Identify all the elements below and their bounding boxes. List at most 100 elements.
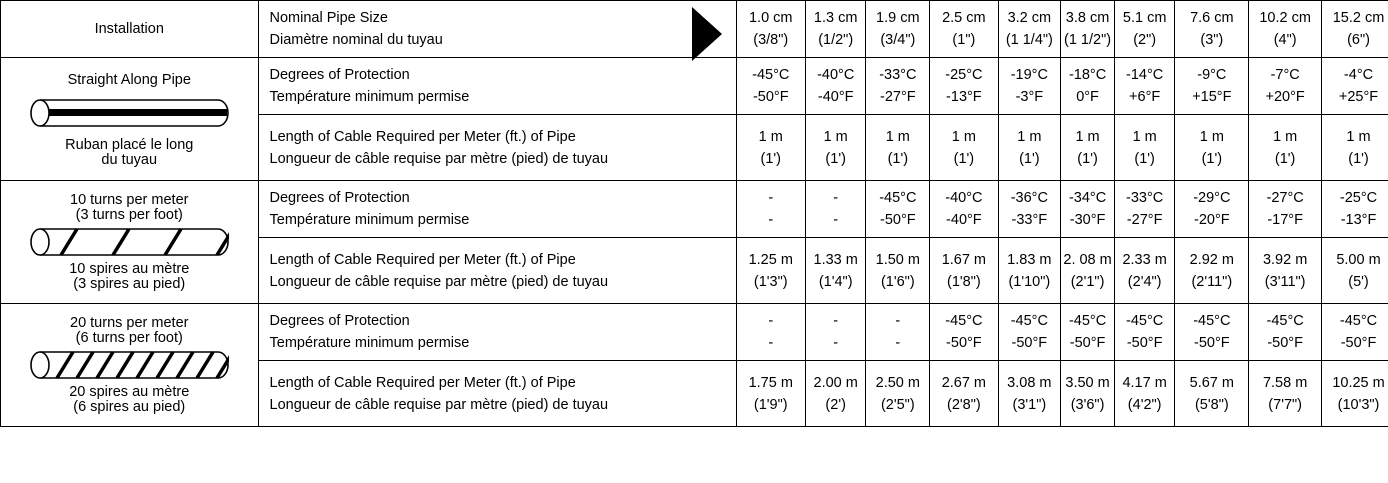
length-value: 2.92 m (2'11")	[1174, 237, 1250, 304]
installation-caption-fr: du tuyau	[101, 152, 158, 168]
length-value: 1.67 m (1'8")	[929, 237, 999, 304]
length-imperial: (1')	[1134, 150, 1155, 167]
protection-value: -45°C -50°F	[1174, 303, 1250, 361]
pipe-size-cm: 7.6 cm	[1190, 10, 1234, 26]
protection-value: -9°C +15°F	[1174, 57, 1250, 115]
length-imperial: (4'2")	[1127, 396, 1162, 413]
length-imperial: (2'8")	[947, 396, 981, 413]
pipe-size-header: 1.9 cm (3/4")	[865, 0, 931, 58]
length-metric: 1.83 m	[1007, 251, 1052, 268]
temp-fahrenheit: -50°F	[1011, 335, 1048, 351]
temp-fahrenheit: -50°F	[1069, 335, 1106, 351]
nominal-pipe-size-header: Nominal Pipe Size Diamètre nominal du tu…	[257, 0, 737, 61]
temp-celsius: -45°C	[1193, 313, 1231, 329]
length-metric: 3.50 m	[1065, 374, 1110, 391]
length-value: 2.67 m (2'8")	[929, 360, 999, 427]
protection-value: --	[865, 303, 931, 361]
temp-fahrenheit: -50°F	[1267, 335, 1303, 351]
length-value: 1 m (1')	[1248, 114, 1323, 181]
length-imperial: (1'3")	[753, 273, 788, 290]
installation-header: Installation	[0, 0, 259, 58]
length-label: Length of Cable Required per Meter (ft.)…	[257, 114, 737, 181]
temp-fahrenheit: -27°F	[1126, 212, 1163, 228]
length-metric: 1 m	[823, 128, 848, 145]
length-metric: 1.67 m	[941, 251, 987, 268]
temp-celsius: -45°C	[879, 190, 917, 206]
length-value: 1.75 m (1'9")	[735, 360, 806, 427]
temp-fahrenheit: +20°F	[1265, 89, 1305, 105]
pipe-size-in: (1/2")	[818, 32, 854, 48]
installation-caption-fr: Ruban placé le long	[65, 137, 194, 153]
length-value: 7.58 m (7'7")	[1248, 360, 1323, 427]
length-label-fr: Longueur de câble requise par mètre (pie…	[269, 273, 609, 290]
installation-caption: Straight Along Pipe Ruban placé le long du…	[1, 70, 258, 168]
pipe-size-cm: 10.2 cm	[1259, 10, 1311, 26]
protection-value: -40°C -40°F	[804, 57, 867, 115]
pipe-size-header: 3.8 cm (1 1/2")	[1060, 0, 1115, 58]
pipe-size-header: 1.3 cm (1/2")	[804, 0, 867, 58]
length-metric: 1.75 m	[748, 374, 793, 391]
pipe-size-cm: 3.8 cm	[1065, 10, 1110, 26]
length-value: 10.25 m (10'3")	[1321, 360, 1388, 427]
pipe-size-cm: 5.1 cm	[1122, 10, 1167, 26]
length-metric: 1.50 m	[875, 251, 920, 268]
length-label-fr: Longueur de câble requise par mètre (pie…	[269, 150, 609, 167]
length-imperial: (1'4")	[818, 273, 853, 290]
length-metric: 2.67 m	[941, 374, 987, 391]
protection-row: Straight Along Pipe Ruban placé le long du…	[0, 57, 1388, 181]
spiral-pipe-icon	[30, 227, 230, 256]
length-label-en: Length of Cable Required per Meter (ft.)…	[269, 128, 576, 145]
length-imperial: (2'4")	[1127, 273, 1162, 290]
pipe-size-header: 2.5 cm (1")	[929, 0, 999, 58]
length-value: 1 m (1')	[1174, 114, 1250, 181]
length-imperial: (5')	[1348, 273, 1369, 290]
length-metric: 5.00 m	[1336, 251, 1381, 268]
pipe-size-header: 3.2 cm (1 1/4")	[997, 0, 1062, 58]
temp-fahrenheit: -27°F	[880, 89, 916, 105]
temp-celsius: -45°C	[1339, 313, 1378, 329]
temp-celsius: -	[895, 313, 901, 329]
length-value: 3.08 m (3'1")	[997, 360, 1062, 427]
installation-caption-en: (6 turns per foot)	[75, 329, 183, 346]
protection-label-en: Degrees of Protection	[269, 313, 410, 329]
protection-value: -36°C -33°F	[997, 180, 1062, 238]
temp-celsius: -45°C	[1266, 313, 1304, 329]
pipe-size-header: 10.2 cm (4")	[1248, 0, 1323, 58]
protection-value: -33°C -27°F	[865, 57, 931, 115]
pipe-size-in: (1 1/2")	[1064, 32, 1112, 48]
pipe-size-in: (1 1/4")	[1005, 32, 1053, 48]
length-value: 1 m (1')	[1113, 114, 1176, 181]
temp-celsius: -7°C	[1270, 67, 1300, 83]
nominal-size-label-fr: Diamètre nominal du tuyau	[269, 32, 443, 48]
temp-fahrenheit: -50°F	[1340, 335, 1377, 351]
temp-celsius: -	[768, 190, 774, 206]
pipe-size-header: 1.0 cm (3/8")	[735, 0, 806, 58]
length-value: 1 m (1')	[1321, 114, 1388, 181]
protection-row: 20 turns per meter (6 turns per foot) 20 s…	[0, 303, 1388, 427]
length-metric: 1 m	[885, 128, 910, 145]
temp-celsius: -33°C	[879, 67, 917, 83]
temp-celsius: -4°C	[1343, 67, 1374, 83]
length-value: 1 m (1')	[804, 114, 867, 181]
protection-value: --	[804, 303, 867, 361]
length-value: 1 m (1')	[929, 114, 999, 181]
length-metric: 3.92 m	[1262, 251, 1308, 268]
length-label-en: Length of Cable Required per Meter (ft.)…	[269, 374, 576, 391]
protection-label-en: Degrees of Protection	[269, 190, 410, 206]
temp-celsius: -33°C	[1126, 190, 1164, 206]
pipe-size-cm: 2.5 cm	[942, 10, 986, 26]
length-imperial: (3'6")	[1070, 396, 1105, 413]
length-imperial: (1')	[1019, 150, 1040, 167]
length-metric: 1 m	[1199, 128, 1224, 145]
temp-fahrenheit: -13°F	[946, 89, 982, 105]
pipe-size-cm: 3.2 cm	[1007, 10, 1052, 26]
length-imperial: (1')	[1348, 150, 1369, 167]
temp-celsius: -40°C	[817, 67, 855, 83]
length-label: Length of Cable Required per Meter (ft.)…	[257, 237, 737, 304]
temp-celsius: -	[833, 190, 839, 206]
length-imperial: (1')	[760, 150, 782, 167]
protection-value: -33°C -27°F	[1113, 180, 1176, 238]
installation-caption: 10 turns per meter (3 turns per foot) 10 s…	[1, 192, 258, 292]
nominal-size-label-en: Nominal Pipe Size	[269, 10, 388, 26]
temp-fahrenheit: -3°F	[1015, 89, 1044, 105]
